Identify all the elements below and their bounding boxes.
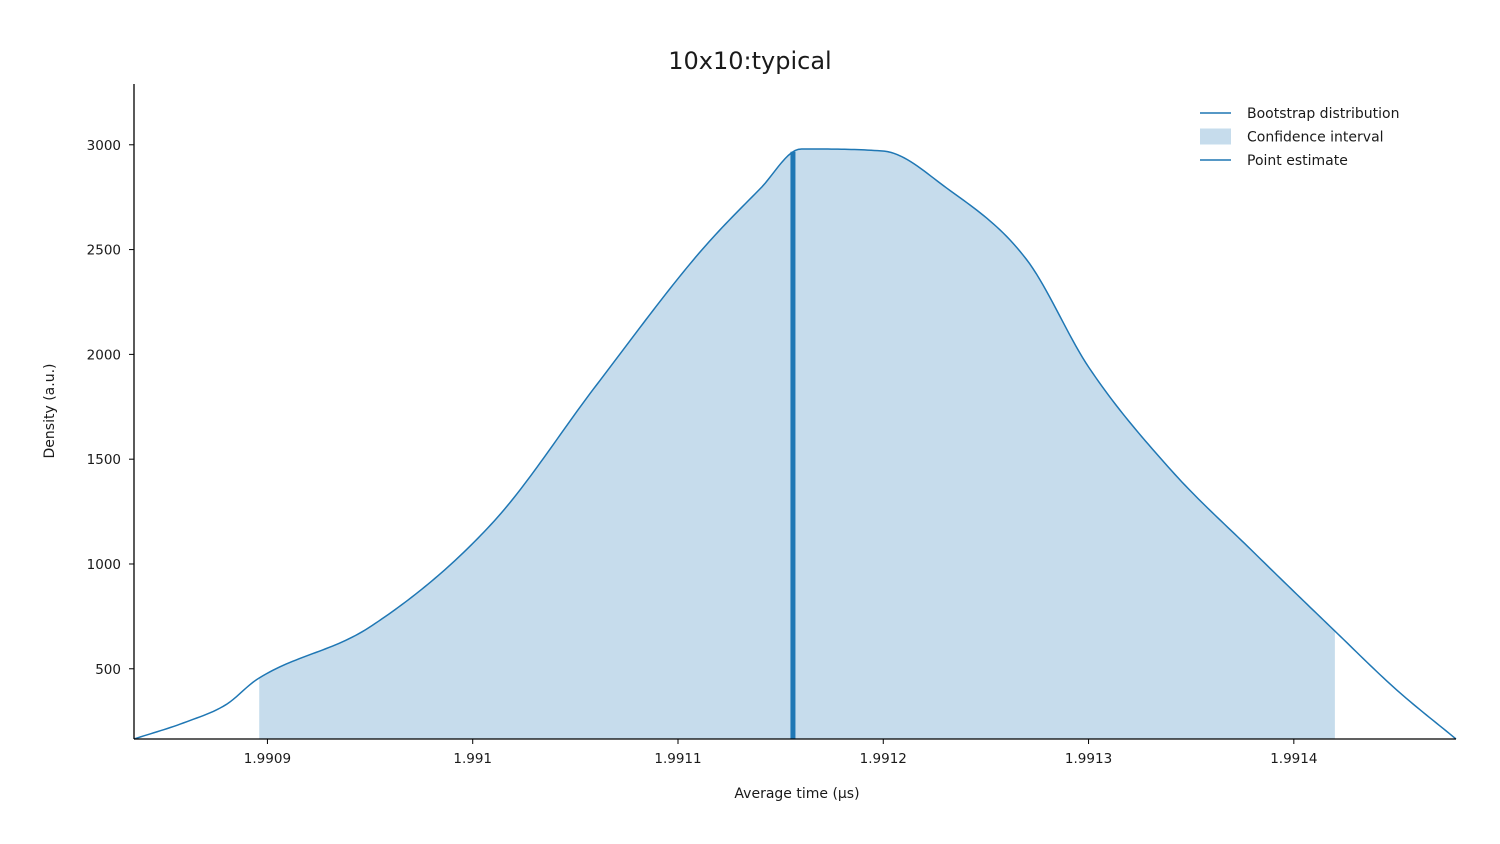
- y-axis: 500 1000 1500 2000 2500 3000: [87, 84, 135, 739]
- x-tick-label: 1.9911: [654, 751, 701, 767]
- y-tick-label: 1000: [87, 557, 121, 573]
- x-axis-label: Average time (µs): [734, 786, 859, 802]
- chart-title: 10x10:typical: [668, 47, 831, 75]
- x-axis: 1.9909 1.991 1.9911 1.9912 1.9913 1.9914: [134, 738, 1456, 767]
- legend-fill-swatch: [1200, 128, 1231, 145]
- y-tick-label: 500: [95, 662, 121, 678]
- x-tick-label: 1.9912: [860, 751, 907, 767]
- plot-area: [133, 148, 1457, 740]
- x-tick-label: 1.9913: [1065, 751, 1112, 767]
- y-tick-label: 2000: [87, 347, 121, 363]
- legend-label: Confidence interval: [1247, 130, 1384, 146]
- y-tick-label: 3000: [87, 138, 121, 154]
- legend-label: Bootstrap distribution: [1247, 106, 1399, 122]
- bootstrap-distribution-line: [133, 148, 1457, 740]
- x-tick-label: 1.9914: [1270, 751, 1317, 767]
- legend-label: Point estimate: [1247, 153, 1348, 169]
- y-tick-label: 2500: [87, 243, 121, 259]
- legend: Bootstrap distribution Confidence interva…: [1200, 106, 1399, 169]
- x-tick-label: 1.991: [453, 751, 492, 767]
- x-tick-label: 1.9909: [244, 751, 291, 767]
- y-tick-label: 1500: [87, 452, 121, 468]
- y-axis-label: Density (a.u.): [42, 364, 58, 459]
- confidence-interval-area: [259, 148, 1335, 740]
